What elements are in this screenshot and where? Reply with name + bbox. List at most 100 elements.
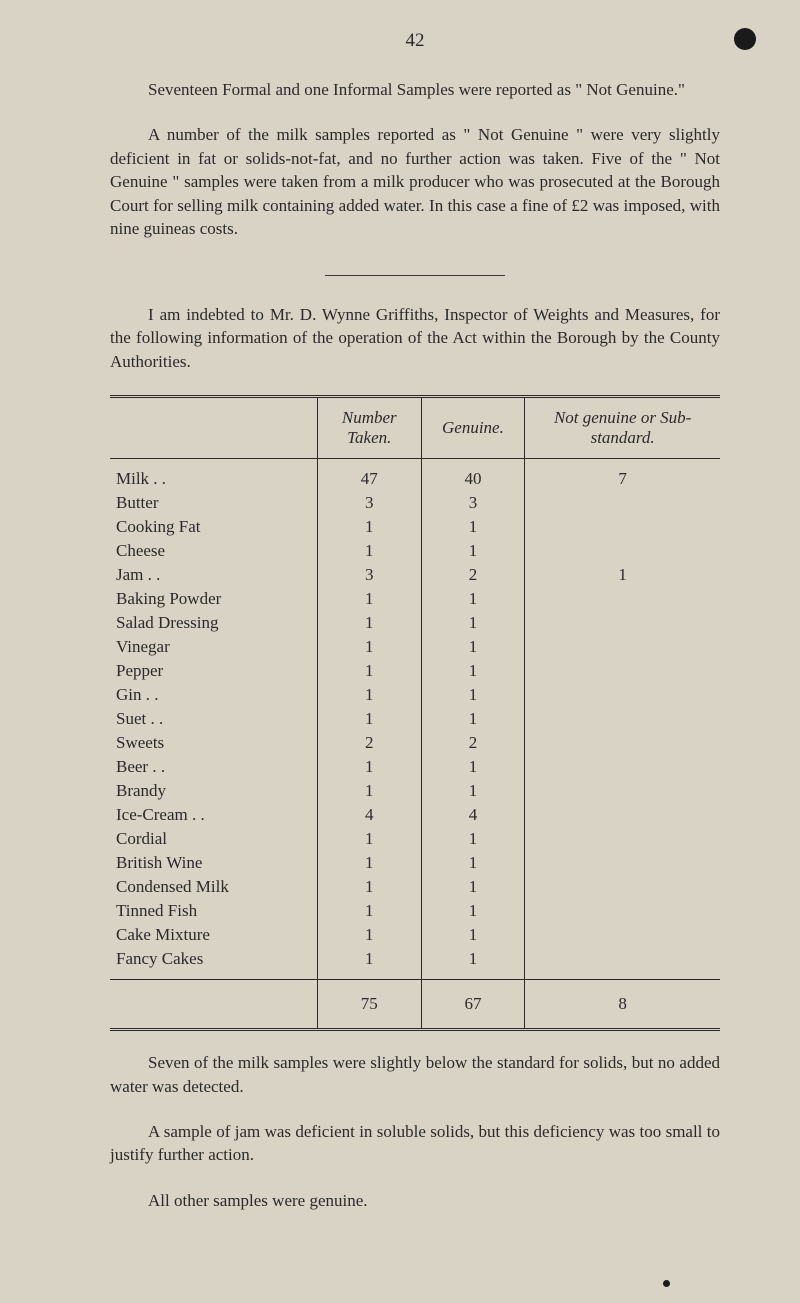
paragraph-4: Seven of the milk samples were slightly … [110,1051,720,1098]
table-cell-not-genuine [525,755,720,779]
table-cell-label: Fancy Cakes [110,947,317,980]
table-row: Ice-Cream . .44 [110,803,720,827]
table-row: Salad Dressing11 [110,611,720,635]
table-cell-taken: 1 [317,827,421,851]
table-cell-label: Salad Dressing [110,611,317,635]
table-header-not-genuine: Not genuine or Sub-standard. [525,397,720,459]
table-cell-taken: 1 [317,515,421,539]
table-row: Jam . .321 [110,563,720,587]
table-row: Baking Powder11 [110,587,720,611]
table-cell-genuine: 40 [421,459,525,492]
table-cell-genuine: 1 [421,875,525,899]
table-cell-not-genuine [525,635,720,659]
table-cell-not-genuine [525,899,720,923]
table-total-taken: 75 [317,980,421,1030]
table-row: Cooking Fat11 [110,515,720,539]
table-cell-genuine: 1 [421,515,525,539]
table-cell-label: Vinegar [110,635,317,659]
paragraph-2: A number of the milk samples reported as… [110,123,720,240]
table-row: Fancy Cakes11 [110,947,720,980]
table-row: Pepper11 [110,659,720,683]
table-cell-label: Beer . . [110,755,317,779]
table-header-number-taken: Number Taken. [317,397,421,459]
table-row: Sweets22 [110,731,720,755]
table-cell-taken: 1 [317,659,421,683]
table-cell-taken: 1 [317,947,421,980]
table-cell-label: Gin . . [110,683,317,707]
table-cell-label: Baking Powder [110,587,317,611]
table-row: Brandy11 [110,779,720,803]
table-cell-not-genuine [525,539,720,563]
table-cell-not-genuine [525,683,720,707]
table-cell-genuine: 4 [421,803,525,827]
table-cell-label: Sweets [110,731,317,755]
table-cell-genuine: 1 [421,707,525,731]
table-cell-label: Cheese [110,539,317,563]
table-total-label [110,980,317,1030]
table-row: Condensed Milk11 [110,875,720,899]
table-header-empty [110,397,317,459]
table-cell-not-genuine [525,851,720,875]
table-cell-taken: 3 [317,563,421,587]
table-cell-label: Suet . . [110,707,317,731]
paragraph-5: A sample of jam was deficient in soluble… [110,1120,720,1167]
table-row: Butter33 [110,491,720,515]
table-cell-taken: 1 [317,635,421,659]
table-cell-taken: 1 [317,539,421,563]
table-row: Tinned Fish11 [110,899,720,923]
table-cell-taken: 1 [317,683,421,707]
table-cell-genuine: 1 [421,779,525,803]
table-cell-not-genuine [525,515,720,539]
table-row: Milk . .47407 [110,459,720,492]
table-cell-label: Ice-Cream . . [110,803,317,827]
table-row: Suet . .11 [110,707,720,731]
paragraph-6: All other samples were genuine. [110,1189,720,1212]
table-cell-label: Jam . . [110,563,317,587]
table-cell-label: Cooking Fat [110,515,317,539]
table-cell-not-genuine [525,803,720,827]
table-cell-not-genuine: 7 [525,459,720,492]
table-cell-genuine: 2 [421,563,525,587]
table-cell-not-genuine [525,779,720,803]
page-bottom-dot [663,1280,670,1287]
table-cell-label: Condensed Milk [110,875,317,899]
table-cell-genuine: 1 [421,587,525,611]
table-row: Cordial11 [110,827,720,851]
table-cell-genuine: 1 [421,851,525,875]
table-header-row: Number Taken. Genuine. Not genuine or Su… [110,397,720,459]
table-cell-not-genuine [525,491,720,515]
table-cell-genuine: 1 [421,947,525,980]
table-cell-genuine: 1 [421,827,525,851]
table-cell-genuine: 3 [421,491,525,515]
table-cell-not-genuine [525,923,720,947]
table-cell-label: Tinned Fish [110,899,317,923]
table-cell-label: Brandy [110,779,317,803]
table-cell-genuine: 1 [421,755,525,779]
samples-table: Number Taken. Genuine. Not genuine or Su… [110,395,720,1031]
paragraph-3: I am indebted to Mr. D. Wynne Griffiths,… [110,303,720,373]
page-number: 42 [110,30,720,52]
table-cell-label: Butter [110,491,317,515]
table-cell-genuine: 1 [421,923,525,947]
table-cell-taken: 1 [317,779,421,803]
table-cell-genuine: 1 [421,635,525,659]
table-cell-not-genuine [525,731,720,755]
table-row: Vinegar11 [110,635,720,659]
table-cell-genuine: 1 [421,659,525,683]
table-header-genuine: Genuine. [421,397,525,459]
table-cell-not-genuine [525,611,720,635]
table-cell-genuine: 1 [421,683,525,707]
table-cell-label: British Wine [110,851,317,875]
table-row: Gin . .11 [110,683,720,707]
table-cell-taken: 1 [317,851,421,875]
table-row: Beer . .11 [110,755,720,779]
table-cell-genuine: 1 [421,899,525,923]
page-corner-dot [734,28,756,50]
table-cell-not-genuine [525,707,720,731]
table-totals-row: 75 67 8 [110,980,720,1030]
table-cell-taken: 47 [317,459,421,492]
table-cell-not-genuine [525,947,720,980]
table-cell-genuine: 2 [421,731,525,755]
table-cell-genuine: 1 [421,611,525,635]
table-cell-taken: 1 [317,875,421,899]
